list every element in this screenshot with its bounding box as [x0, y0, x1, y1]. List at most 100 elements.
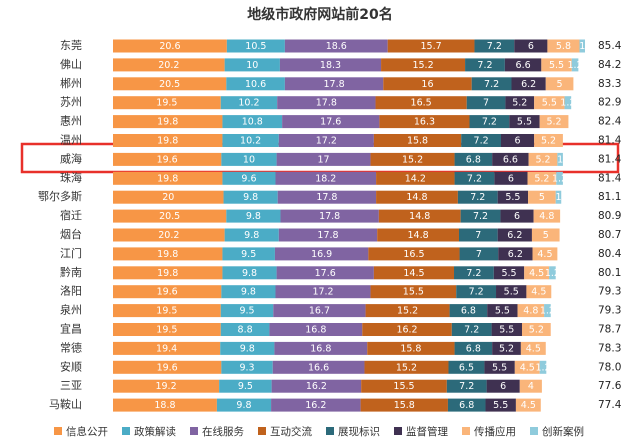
- segment-label: 18.6: [326, 41, 347, 52]
- legend-swatch: [530, 427, 538, 435]
- segment-label: 6: [515, 136, 521, 147]
- segment-label: 6.8: [461, 306, 476, 317]
- segment-label: 20.6: [159, 41, 180, 52]
- bar-segment: [222, 115, 283, 129]
- segment-label: 5.5: [493, 400, 508, 411]
- segment-label: 17.8: [323, 79, 344, 90]
- bar-segment: [517, 304, 545, 318]
- bar-segment: [113, 39, 227, 53]
- bar-segment: [113, 134, 223, 147]
- bar-segment: [524, 266, 550, 280]
- bar-segment: [277, 190, 377, 204]
- segment-label: 19.6: [157, 362, 178, 373]
- bar-segment: [378, 209, 461, 223]
- bar-segment: [534, 134, 563, 147]
- segment-label: 15.5: [393, 381, 414, 392]
- legend-label: 传播应用: [474, 425, 516, 438]
- total-label: 80.7: [598, 229, 621, 241]
- segment-label: 5.2: [512, 98, 527, 109]
- legend-label: 创新案例: [542, 425, 584, 438]
- segment-label: 9.6: [241, 173, 256, 184]
- category-label: 安顺: [60, 359, 82, 373]
- segment-label: 9.8: [243, 192, 258, 203]
- bar-segment: [571, 58, 579, 72]
- bar-segment: [113, 152, 222, 166]
- bar-segment: [370, 285, 457, 299]
- bar-segment: [500, 134, 535, 147]
- segment-label: 7.2: [470, 192, 485, 203]
- segment-label: 6.8: [466, 154, 481, 165]
- segment-label: 4: [528, 381, 534, 392]
- bar-segment: [221, 360, 273, 374]
- segment-label: 1: [555, 192, 561, 203]
- bar-segment: [466, 96, 506, 110]
- category-label: 烟台: [60, 227, 82, 241]
- segment-label: 6.6: [516, 60, 531, 71]
- bar-segment: [224, 58, 280, 72]
- bar-segment: [469, 115, 510, 129]
- segment-label: 19.2: [155, 381, 176, 392]
- segment-label: 19.6: [157, 154, 178, 165]
- bar-segment: [226, 209, 281, 223]
- bar-segment: [556, 171, 563, 185]
- segment-label: 4.5: [526, 343, 541, 354]
- segment-label: 1.2: [567, 60, 582, 71]
- bar-segment: [487, 304, 518, 318]
- legend-label: 在线服务: [202, 425, 244, 438]
- segment-label: 7.2: [484, 79, 499, 90]
- legend-label: 政策解读: [134, 425, 176, 438]
- total-label: 80.4: [598, 248, 622, 260]
- bar-segment: [511, 77, 546, 91]
- segment-label: 7.2: [469, 287, 484, 298]
- bar-segment: [514, 39, 548, 53]
- bar-segment: [222, 266, 277, 280]
- bar-segment: [226, 77, 285, 91]
- segment-label: 18.2: [315, 173, 336, 184]
- segment-label: 6.8: [459, 400, 474, 411]
- bar-segment: [465, 58, 505, 72]
- bar-segment: [113, 171, 223, 185]
- bar-segment: [368, 247, 460, 261]
- bar-segment: [271, 379, 362, 393]
- bar-segment: [222, 171, 276, 185]
- segment-label: 1.2: [552, 173, 567, 184]
- category-label: 郴州: [60, 76, 82, 90]
- category-label: 马鞍山: [49, 397, 82, 411]
- bar-segment: [113, 360, 222, 374]
- segment-label: 15.8: [400, 343, 421, 354]
- bar-segment: [505, 96, 535, 110]
- bar-segment: [485, 398, 516, 412]
- segment-label: 9.3: [239, 362, 254, 373]
- legend-label: 互动交流: [270, 425, 312, 438]
- bar-segment: [113, 341, 221, 355]
- segment-label: 7: [483, 98, 489, 109]
- total-label: 80.9: [598, 210, 621, 222]
- legend-swatch: [462, 427, 470, 435]
- segment-label: 19.4: [156, 343, 177, 354]
- segment-label: 9.8: [242, 268, 257, 279]
- segment-label: 7.2: [477, 60, 492, 71]
- bar-segment: [381, 58, 466, 72]
- bar-segment: [458, 228, 498, 242]
- bar-segment: [269, 323, 363, 336]
- bar-segment: [541, 58, 572, 72]
- bar-segment: [221, 285, 276, 299]
- bar-segment: [280, 209, 379, 223]
- segment-label: 15.5: [403, 287, 424, 298]
- segment-label: 9.5: [241, 249, 256, 260]
- segment-label: 16.8: [310, 343, 331, 354]
- segment-label: 7.2: [466, 268, 481, 279]
- category-label: 珠海: [60, 170, 82, 184]
- segment-label: 6: [508, 173, 514, 184]
- total-label: 83.3: [598, 78, 621, 90]
- bar-segment: [274, 247, 369, 261]
- bar-segment: [222, 134, 279, 147]
- bar-segment: [515, 398, 541, 412]
- segment-label: 15.2: [412, 60, 433, 71]
- total-label: 81.4: [598, 135, 622, 147]
- bar-segment: [224, 228, 279, 242]
- category-label: 鄂尔多斯: [38, 189, 82, 203]
- segment-label: 18.3: [320, 60, 341, 71]
- segment-label: 19.8: [157, 117, 178, 128]
